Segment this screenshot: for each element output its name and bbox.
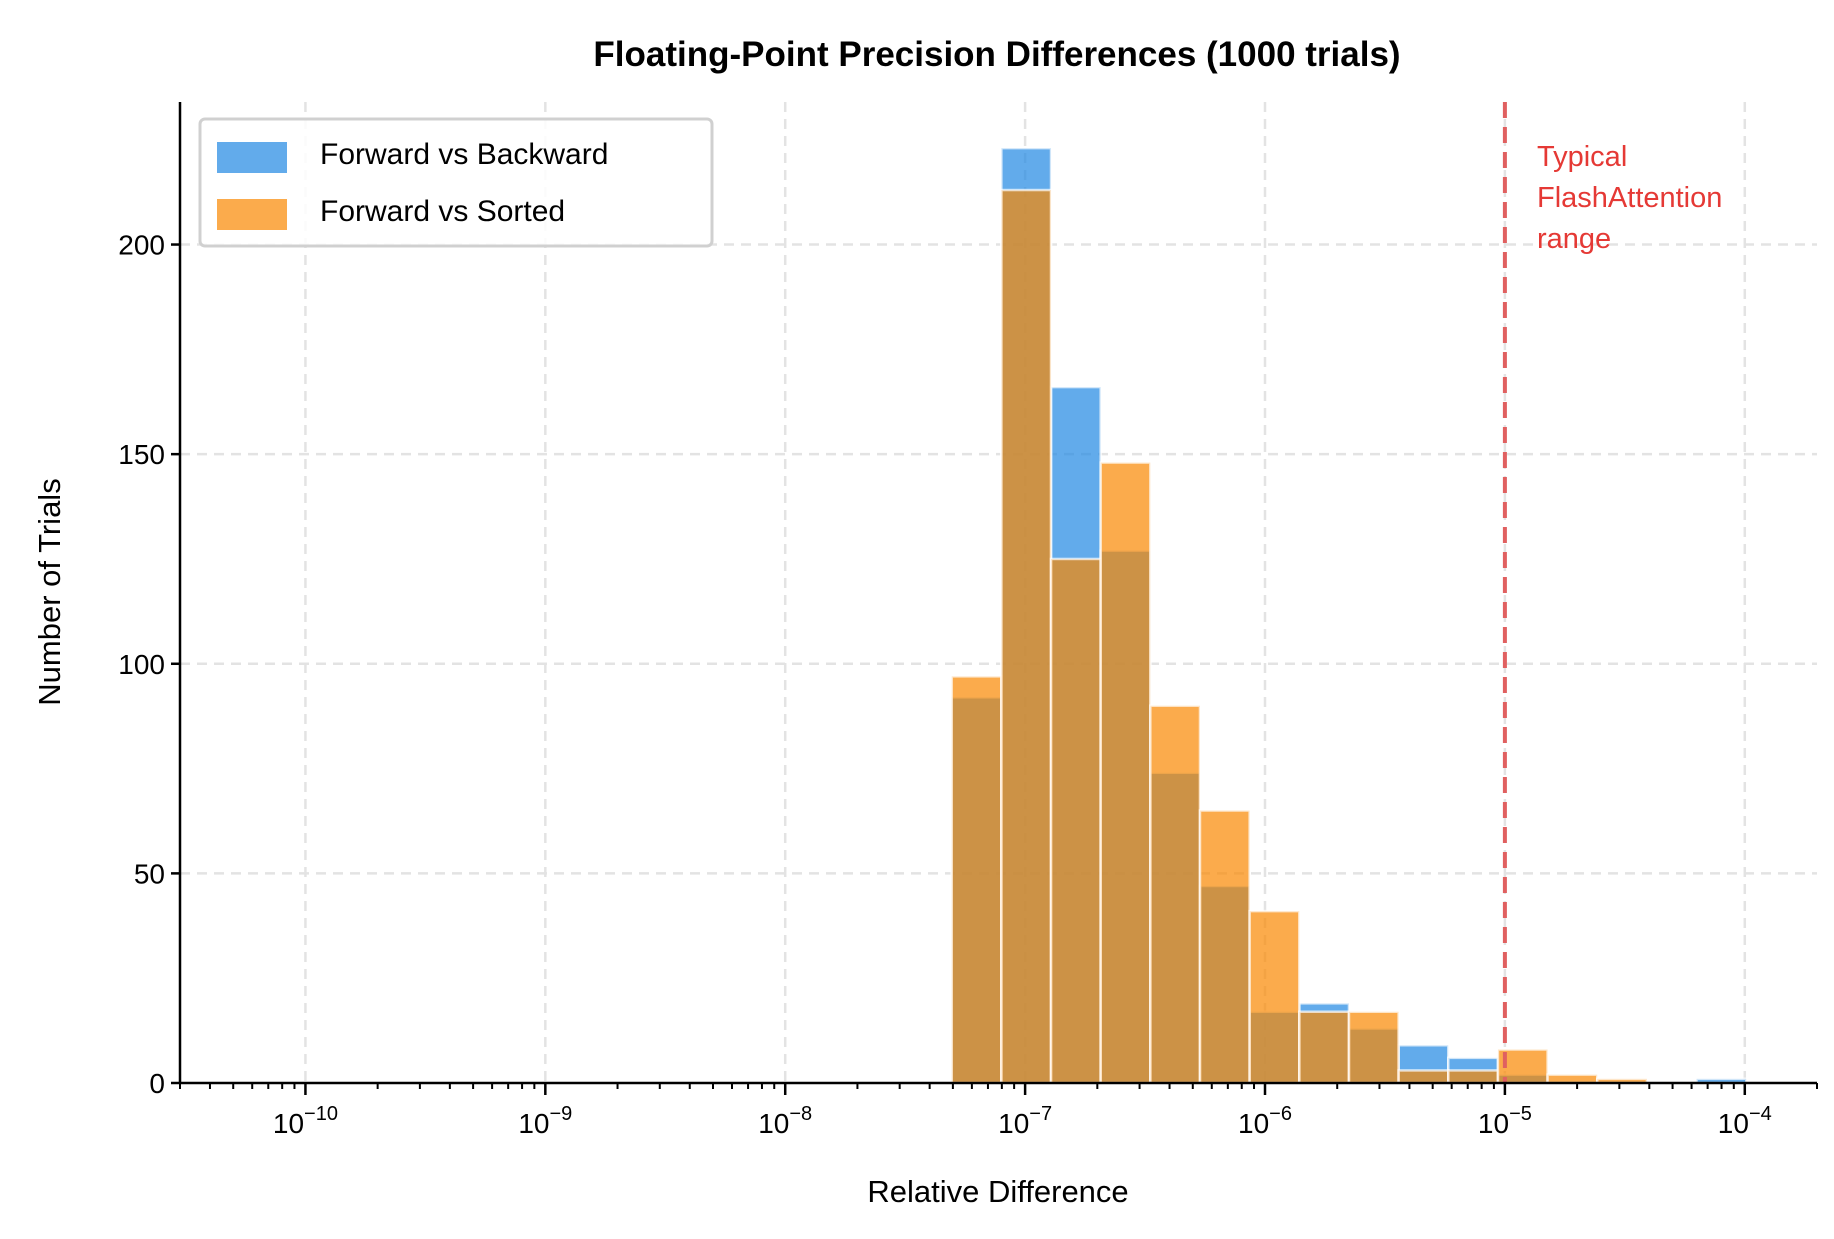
- bar-forward-vs-sorted: [1298, 1010, 1351, 1085]
- annotation-text-line: range: [1537, 223, 1611, 255]
- x-tick-label: 10−9: [518, 1103, 572, 1139]
- legend-label-forward-vs-sorted: Forward vs Sorted: [320, 195, 565, 228]
- legend-swatch-forward-vs-backward: [215, 140, 289, 175]
- y-tick-label: 50: [134, 858, 165, 889]
- annotation: Typical FlashAttention range: [1537, 141, 1722, 255]
- y-tick-label: 200: [118, 230, 165, 261]
- bar-forward-vs-sorted: [1099, 461, 1152, 1085]
- legend-swatch-forward-vs-sorted: [215, 197, 289, 232]
- bar-forward-vs-sorted: [1000, 188, 1053, 1085]
- y-tick-label: 0: [149, 1068, 165, 1099]
- x-tick-label: 10−8: [758, 1103, 812, 1139]
- x-tick-label: 10−4: [1718, 1103, 1772, 1139]
- legend: Forward vs Backward Forward vs Sorted: [198, 117, 714, 248]
- x-tick-label: 10−7: [998, 1103, 1052, 1139]
- bar-forward-vs-sorted: [1049, 557, 1102, 1085]
- bar-forward-vs-sorted: [1546, 1073, 1599, 1085]
- x-tick-label: 10−10: [273, 1103, 338, 1139]
- y-axis-label: Number of Trials: [32, 478, 67, 705]
- bar-forward-vs-sorted: [950, 675, 1003, 1085]
- bar-forward-vs-sorted: [1347, 1010, 1400, 1085]
- bar-forward-vs-sorted: [1447, 1069, 1500, 1085]
- annotation-text-line: Typical: [1537, 141, 1627, 173]
- chart-title: Floating-Point Precision Differences (10…: [593, 35, 1400, 74]
- y-tick-label: 150: [118, 439, 165, 470]
- annotation-text-line: FlashAttention: [1537, 182, 1722, 214]
- y-tick-label: 100: [118, 649, 165, 680]
- x-tick-label: 10−6: [1238, 1103, 1292, 1139]
- bar-forward-vs-sorted: [1397, 1069, 1450, 1085]
- axes: 0 50 100 150 200 10−10 10−9 10−8 10−7 10−6 10−5 10−…: [118, 102, 1818, 1139]
- bar-forward-vs-sorted: [1248, 909, 1301, 1085]
- x-axis-label: Relative Difference: [867, 1174, 1128, 1209]
- bar-forward-vs-sorted: [1198, 809, 1251, 1085]
- bar-forward-vs-sorted: [1149, 704, 1202, 1085]
- legend-label-forward-vs-backward: Forward vs Backward: [320, 138, 608, 171]
- bars: [950, 146, 1748, 1085]
- x-tick-label: 10−5: [1478, 1103, 1532, 1139]
